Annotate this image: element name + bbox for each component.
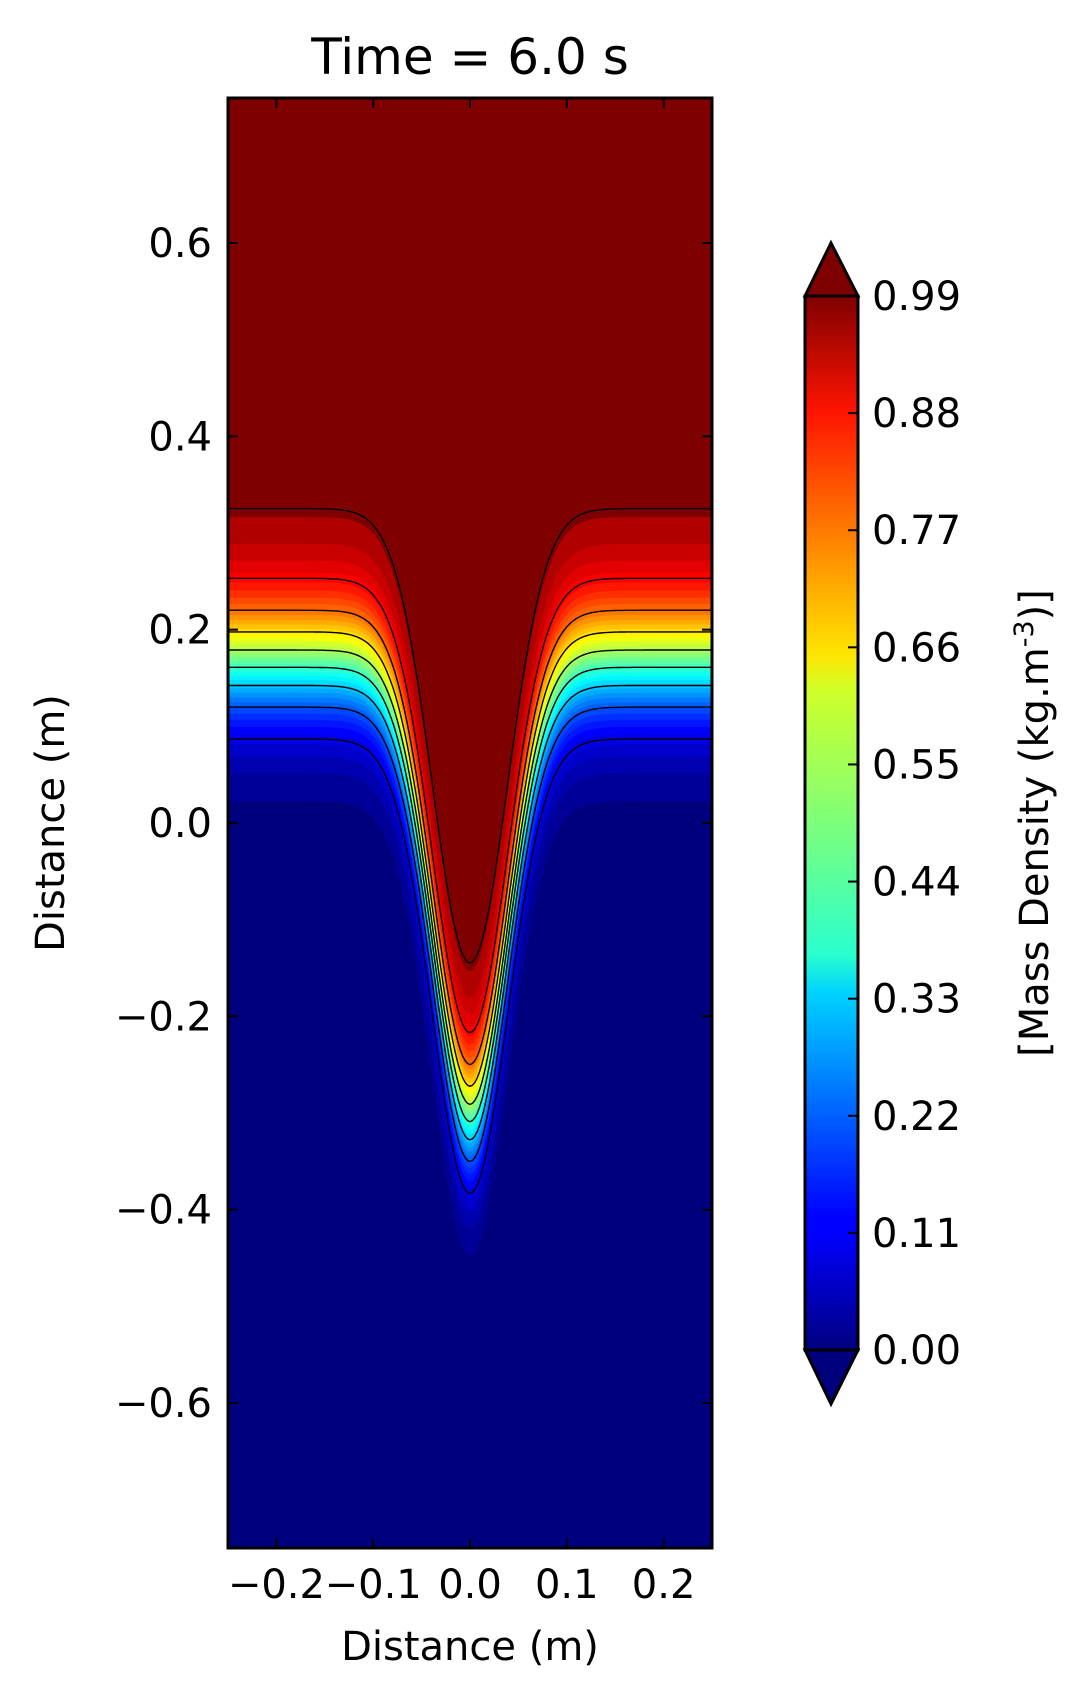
colorbar-extend-min	[802, 1348, 861, 1408]
contour-line	[228, 706, 712, 1163]
colorbar-ticks: 0.00 0.11 0.22 0.33 0.44 0.55 0.66 0.77 0.88 0.99	[848, 274, 961, 1374]
colorbar-tick-label: 0.99	[872, 274, 961, 320]
colorbar: 0.00 0.11 0.22 0.33 0.44 0.55 0.66 0.77 0.88 0.99…	[802, 239, 1058, 1408]
x-axis-label: Distance (m)	[341, 1624, 599, 1670]
contour-line	[228, 649, 712, 1106]
colorbar-extend-max	[802, 239, 861, 298]
x-tick-label: −0.1	[325, 1562, 422, 1608]
colorbar-label-superscript: -3	[1009, 620, 1040, 647]
y-tick-label: −0.2	[115, 994, 212, 1040]
y-tick-label: −0.6	[115, 1381, 212, 1427]
contour-line	[228, 738, 712, 1195]
colorbar-tick-label: 0.11	[872, 1211, 961, 1257]
y-tick-label: 0.2	[148, 608, 212, 654]
colorbar-tick-label: 0.00	[872, 1328, 961, 1374]
colorbar-label-main: [Mass Density (kg.m	[1012, 647, 1058, 1057]
contour-line	[228, 577, 712, 1034]
colorbar-tick-label: 0.66	[872, 625, 961, 671]
colorbar-label-end: )]	[1012, 589, 1058, 620]
colorbar-tick-label: 0.33	[872, 977, 961, 1023]
x-tick-label: 0.2	[632, 1562, 696, 1608]
y-tick-label: −0.4	[115, 1188, 212, 1234]
contour-line	[228, 631, 712, 1087]
y-axis: −0.6 −0.4 −0.2 0.0 0.2 0.4 0.6	[115, 221, 712, 1427]
x-axis: −0.2 −0.1 0.0 0.1 0.2	[228, 98, 696, 1608]
contour-line	[228, 507, 712, 964]
colorbar-tick-label: 0.77	[872, 508, 961, 554]
contour-line	[228, 684, 712, 1141]
x-tick-label: −0.2	[228, 1562, 325, 1608]
colorbar-tick-label: 0.88	[872, 391, 961, 437]
contour-line	[228, 609, 712, 1066]
upper-fluid-region	[228, 98, 712, 972]
contour-line	[228, 666, 712, 1123]
chart-title: Time = 6.0 s	[310, 28, 629, 86]
y-tick-label: 0.4	[148, 414, 212, 460]
plot-area	[226, 96, 714, 1550]
colorbar-tick-label: 0.55	[872, 742, 961, 788]
colorbar-gradient	[803, 294, 860, 1352]
y-tick-label: 0.0	[148, 801, 212, 847]
x-tick-label: 0.1	[535, 1562, 599, 1608]
x-tick-label: 0.0	[438, 1562, 502, 1608]
colorbar-tick-label: 0.22	[872, 1094, 961, 1140]
density-field	[228, 98, 712, 1256]
colorbar-tick-label: 0.44	[872, 860, 961, 906]
y-tick-label: 0.6	[148, 221, 212, 267]
colorbar-label: [Mass Density (kg.m-3)]	[1009, 589, 1058, 1057]
y-axis-label: Distance (m)	[28, 694, 74, 952]
contour-lines	[228, 507, 712, 1195]
